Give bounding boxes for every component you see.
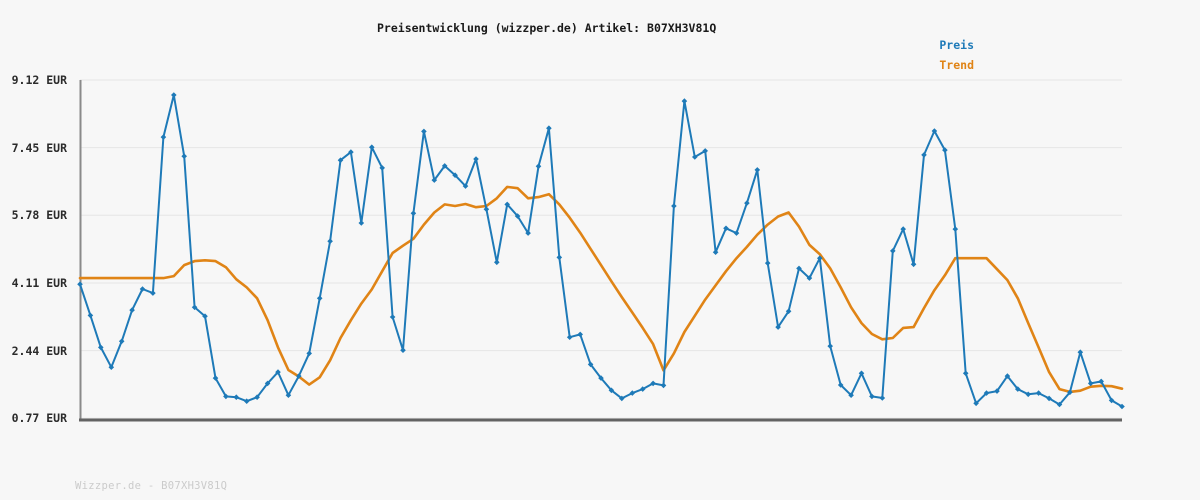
y-tick-label: 4.11 EUR	[11, 275, 67, 290]
y-tick-label: 5.78 EUR	[11, 208, 67, 223]
price-line	[79, 94, 1123, 408]
y-tick-label: 9.12 EUR	[11, 73, 67, 87]
y-tick-label: 7.45 EUR	[11, 140, 67, 155]
watermark-text: Wizzper.de - B07XH3V81Q	[75, 480, 228, 492]
legend-item-trend: Trend	[939, 58, 974, 72]
y-tick-label: 2.44 EUR	[11, 343, 67, 358]
y-tick-label: 0.77 EUR	[11, 411, 67, 426]
chart-title: Preisentwicklung (wizzper.de) Artikel: B…	[377, 21, 717, 35]
trend-line	[78, 185, 1124, 394]
price-markers	[77, 92, 1125, 410]
chart-legend: Preis Trend	[854, 39, 974, 79]
legend-item-preis: Preis	[939, 38, 974, 52]
